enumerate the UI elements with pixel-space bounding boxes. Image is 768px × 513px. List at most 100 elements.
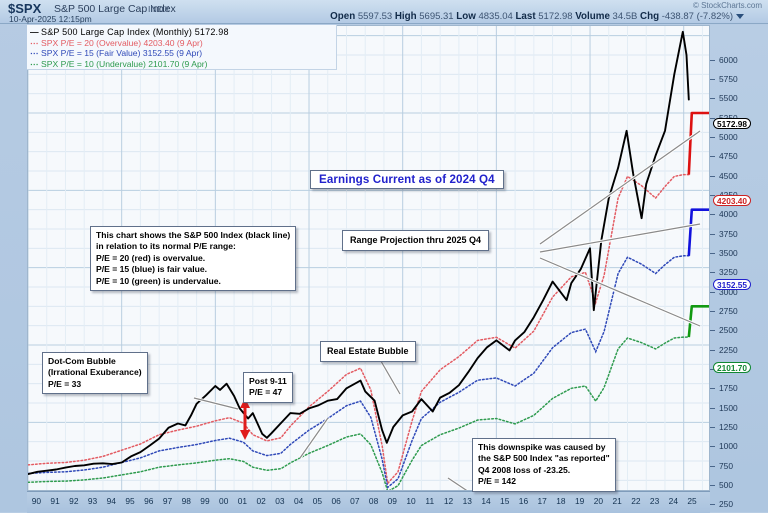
price-axis: 2505007501000125015001750200022502500275… <box>710 25 768 509</box>
high-value: 5695.31 <box>419 11 454 22</box>
price-axis-tickmark <box>710 117 715 119</box>
price-tag-5172.98: 5172.98 <box>713 118 751 129</box>
date-axis-tick: 93 <box>87 496 98 506</box>
downspike-line-2: the S&P 500 Index "as reported" <box>478 453 610 464</box>
post911-line-1: Post 9-11 <box>249 376 287 386</box>
chevron-down-icon[interactable] <box>736 13 744 19</box>
price-tag-3152.55: 3152.55 <box>713 279 751 290</box>
price-axis-tickmark <box>710 504 715 506</box>
downspike-line-1: This downspike was caused by <box>478 442 606 452</box>
annotation-earnings-current: Earnings Current as of 2024 Q4 <box>310 170 504 190</box>
price-axis-tick: 5000 <box>719 132 738 142</box>
date-axis-tick: 10 <box>406 496 416 506</box>
price-axis-tick: 250 <box>719 499 733 510</box>
annotation-dotcom-bubble: Dot-Com Bubble (Irrational Exuberance) P… <box>42 352 148 395</box>
date-axis-tick: 16 <box>518 496 529 506</box>
dotcom-line-2: (Irrational Exuberance) <box>48 367 142 378</box>
price-axis-tickmark <box>710 465 715 467</box>
price-axis-tickmark <box>710 175 715 177</box>
date-axis-tick: 02 <box>256 496 266 506</box>
price-axis-tickmark <box>710 98 715 100</box>
price-tag-2101.70: 2101.70 <box>713 362 751 373</box>
legend-row-3: ⋯ SPX P/E = 10 (Undervalue) 2101.70 (9 Ap… <box>30 59 336 70</box>
symbol-type: INDX <box>148 4 170 14</box>
open-label: Open <box>330 11 356 22</box>
chart-header: $SPX S&P 500 Large Cap Index INDX 10-Apr… <box>0 0 768 24</box>
date-axis-tick: 90 <box>31 496 42 506</box>
price-axis-tick: 2250 <box>719 344 738 355</box>
downspike-line-4: P/E = 142 <box>478 476 516 487</box>
price-axis-tickmark <box>710 137 715 138</box>
chart-timestamp: 10-Apr-2025 12:15pm <box>9 14 92 24</box>
annotation-range-projection: Range Projection thru 2025 Q4 <box>342 230 490 252</box>
price-axis-tickmark <box>710 291 715 293</box>
price-axis-tick: 3750 <box>719 228 738 239</box>
dotted-line-icon: ⋯ <box>30 48 39 58</box>
legend-row-0: — S&P 500 Large Cap Index (Monthly) 5172.… <box>30 27 336 38</box>
price-axis-tickmark <box>710 369 715 370</box>
price-axis-gutter <box>710 25 768 491</box>
price-axis-tick: 1250 <box>719 422 738 432</box>
explain-line-5: P/E = 10 (green) is undervalue. <box>96 275 221 286</box>
dotted-line-icon: ⋯ <box>30 58 39 69</box>
last-value: 5172.98 <box>538 11 573 22</box>
date-axis-tick: 21 <box>612 496 622 506</box>
date-axis-tick: 97 <box>162 496 173 506</box>
price-axis-tickmark <box>710 446 715 448</box>
stockcharts-brand: © StockCharts.com <box>692 1 762 10</box>
last-label: Last <box>515 11 536 22</box>
chg-label: Chg <box>640 11 660 22</box>
date-axis-tick: 01 <box>237 496 248 506</box>
dotcom-line-1: Dot-Com Bubble <box>48 356 116 366</box>
date-axis-tick: 09 <box>387 496 397 506</box>
price-axis-tickmark <box>710 485 715 486</box>
price-axis-tickmark <box>710 330 715 332</box>
chg-value: -438.87 (-7.82%) <box>661 11 733 22</box>
price-axis-tickmark <box>710 427 715 428</box>
price-axis-tick: 3250 <box>719 267 738 278</box>
date-axis-tick: 20 <box>593 496 604 506</box>
date-axis-tick: 95 <box>125 496 135 506</box>
price-axis-tickmark <box>710 272 715 274</box>
price-axis-tick: 1750 <box>719 383 738 394</box>
price-axis-tickmark <box>710 311 715 312</box>
low-label: Low <box>456 11 476 22</box>
downspike-line-3: Q4 2008 loss of -23.25. <box>478 464 571 475</box>
price-axis-tickmark <box>710 253 715 254</box>
date-axis-tick: 06 <box>331 496 341 506</box>
annotation-chart-explanation: This chart shows the S&P 500 Index (blac… <box>90 226 297 292</box>
date-axis-tick: 23 <box>649 496 660 506</box>
date-axis-tick: 22 <box>631 496 641 506</box>
symbol-name: S&P 500 Large Cap Index <box>54 3 176 15</box>
price-axis-tick: 5250 <box>719 113 738 123</box>
date-axis-tick: 96 <box>144 496 154 506</box>
date-axis-tick: 11 <box>425 496 435 506</box>
price-axis-tickmark <box>710 407 715 409</box>
dotcom-line-3: P/E = 33 <box>48 378 82 389</box>
date-axis-tick: 15 <box>500 496 510 506</box>
price-axis-tickmark <box>710 349 715 351</box>
price-axis-tickmark <box>710 388 715 390</box>
date-axis-tick: 18 <box>556 496 566 506</box>
price-axis-tickmark <box>710 59 715 61</box>
date-axis-tick: 12 <box>443 496 454 506</box>
price-axis-tick: 1000 <box>719 441 738 452</box>
date-axis-tick: 04 <box>293 496 304 506</box>
dotted-line-icon: ⋯ <box>30 37 39 48</box>
explain-line-2: in relation to its normal P/E range: <box>96 241 236 252</box>
date-axis-tick: 00 <box>219 496 229 506</box>
date-axis-tick: 99 <box>200 496 210 506</box>
price-axis-tick: 5500 <box>719 93 738 104</box>
explain-line-3: P/E = 20 (red) is overvalue. <box>96 252 206 263</box>
price-axis-tick: 3500 <box>719 248 738 258</box>
date-axis-tick: 14 <box>481 496 491 506</box>
price-tag-4203.40: 4203.40 <box>713 195 751 206</box>
chart-legend: — S&P 500 Large Cap Index (Monthly) 5172.… <box>27 25 337 70</box>
date-axis-tick: 94 <box>106 496 116 506</box>
price-axis-tick: 1500 <box>719 402 738 413</box>
legend-label-2: SPX P/E = 15 (Fair Value) 3152.55 (9 Apr… <box>41 48 203 58</box>
price-axis-tick: 4750 <box>719 151 738 162</box>
price-axis-tick: 500 <box>719 480 733 490</box>
date-axis-tick: 19 <box>574 496 585 506</box>
